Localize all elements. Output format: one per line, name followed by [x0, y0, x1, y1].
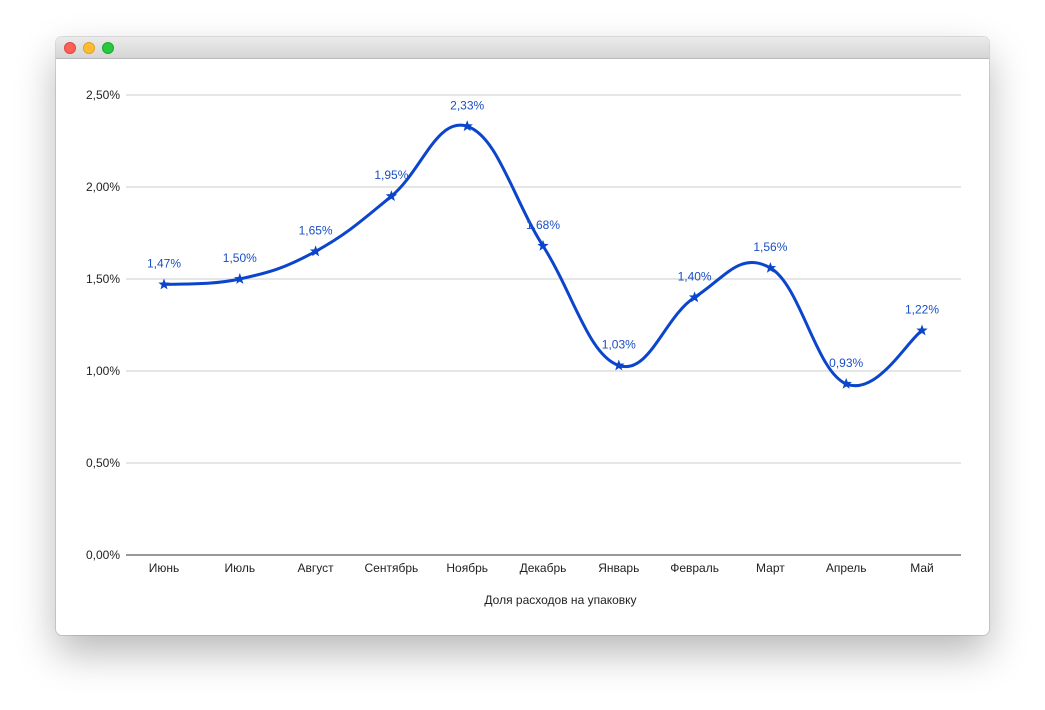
x-tick-label: Август: [298, 561, 335, 575]
star-marker: [688, 291, 701, 303]
data-label: 1,03%: [602, 337, 636, 351]
x-tick-label: Апрель: [826, 561, 867, 575]
star-marker: [309, 245, 322, 257]
star-marker: [916, 324, 928, 336]
data-label: 1,65%: [299, 223, 333, 237]
x-tick-label: Март: [756, 561, 785, 575]
star-marker: [461, 120, 473, 132]
star-marker: [158, 278, 170, 290]
chart-area: 0,00% 0,50% 1,00% 1,50% 2,00% 2,50% Июнь Июль А…: [56, 59, 989, 635]
data-label: 1,68%: [526, 218, 560, 232]
y-tick-label: 0,00%: [86, 548, 120, 562]
data-label: 1,56%: [753, 240, 787, 254]
data-label: 2,33%: [450, 98, 484, 112]
line-chart: 0,00% 0,50% 1,00% 1,50% 2,00% 2,50% Июнь Июль А…: [86, 88, 961, 607]
x-tick-label: Июнь: [149, 561, 180, 575]
minimize-window-button[interactable]: [83, 42, 95, 54]
x-axis-tick-labels: Июнь Июль Август Сентябрь Ноябрь Декабрь Январ…: [149, 561, 934, 575]
star-marker: [537, 239, 549, 251]
y-tick-label: 1,50%: [86, 272, 120, 286]
data-label: 1,47%: [147, 257, 181, 271]
x-tick-label: Ноябрь: [446, 561, 488, 575]
y-tick-label: 2,00%: [86, 180, 120, 194]
star-marker: [385, 190, 398, 202]
y-tick-label: 1,00%: [86, 364, 120, 378]
title-bar: [56, 37, 989, 59]
series-line: [162, 123, 924, 388]
x-tick-label: Январь: [598, 561, 639, 575]
x-tick-label: Декабрь: [520, 561, 567, 575]
star-marker: [234, 273, 246, 284]
series-markers: [158, 120, 928, 389]
maximize-window-button[interactable]: [102, 42, 114, 54]
data-labels: 1,47% 1,50% 1,65% 1,95% 2,33% 1,68% 1,03% 1,40%…: [147, 98, 939, 370]
data-label: 1,95%: [374, 168, 408, 182]
y-tick-label: 0,50%: [86, 456, 120, 470]
star-marker: [840, 377, 852, 389]
close-window-button[interactable]: [64, 42, 76, 54]
y-tick-label: 2,50%: [86, 88, 120, 102]
data-label: 0,93%: [829, 356, 863, 370]
x-tick-label: Май: [910, 561, 934, 575]
x-tick-label: Июль: [224, 561, 255, 575]
star-marker: [613, 359, 625, 371]
star-marker: [764, 261, 777, 273]
data-label: 1,22%: [905, 303, 939, 317]
x-tick-label: Февраль: [670, 561, 719, 575]
x-tick-label: Сентябрь: [365, 561, 419, 575]
y-axis-tick-labels: 0,00% 0,50% 1,00% 1,50% 2,00% 2,50%: [86, 88, 120, 562]
x-axis-title: Доля расходов на упаковку: [484, 593, 636, 607]
data-label: 1,50%: [223, 251, 257, 265]
data-label: 1,40%: [678, 269, 712, 283]
gridlines: [126, 94, 961, 464]
app-window: 0,00% 0,50% 1,00% 1,50% 2,00% 2,50% Июнь Июль А…: [56, 37, 989, 635]
